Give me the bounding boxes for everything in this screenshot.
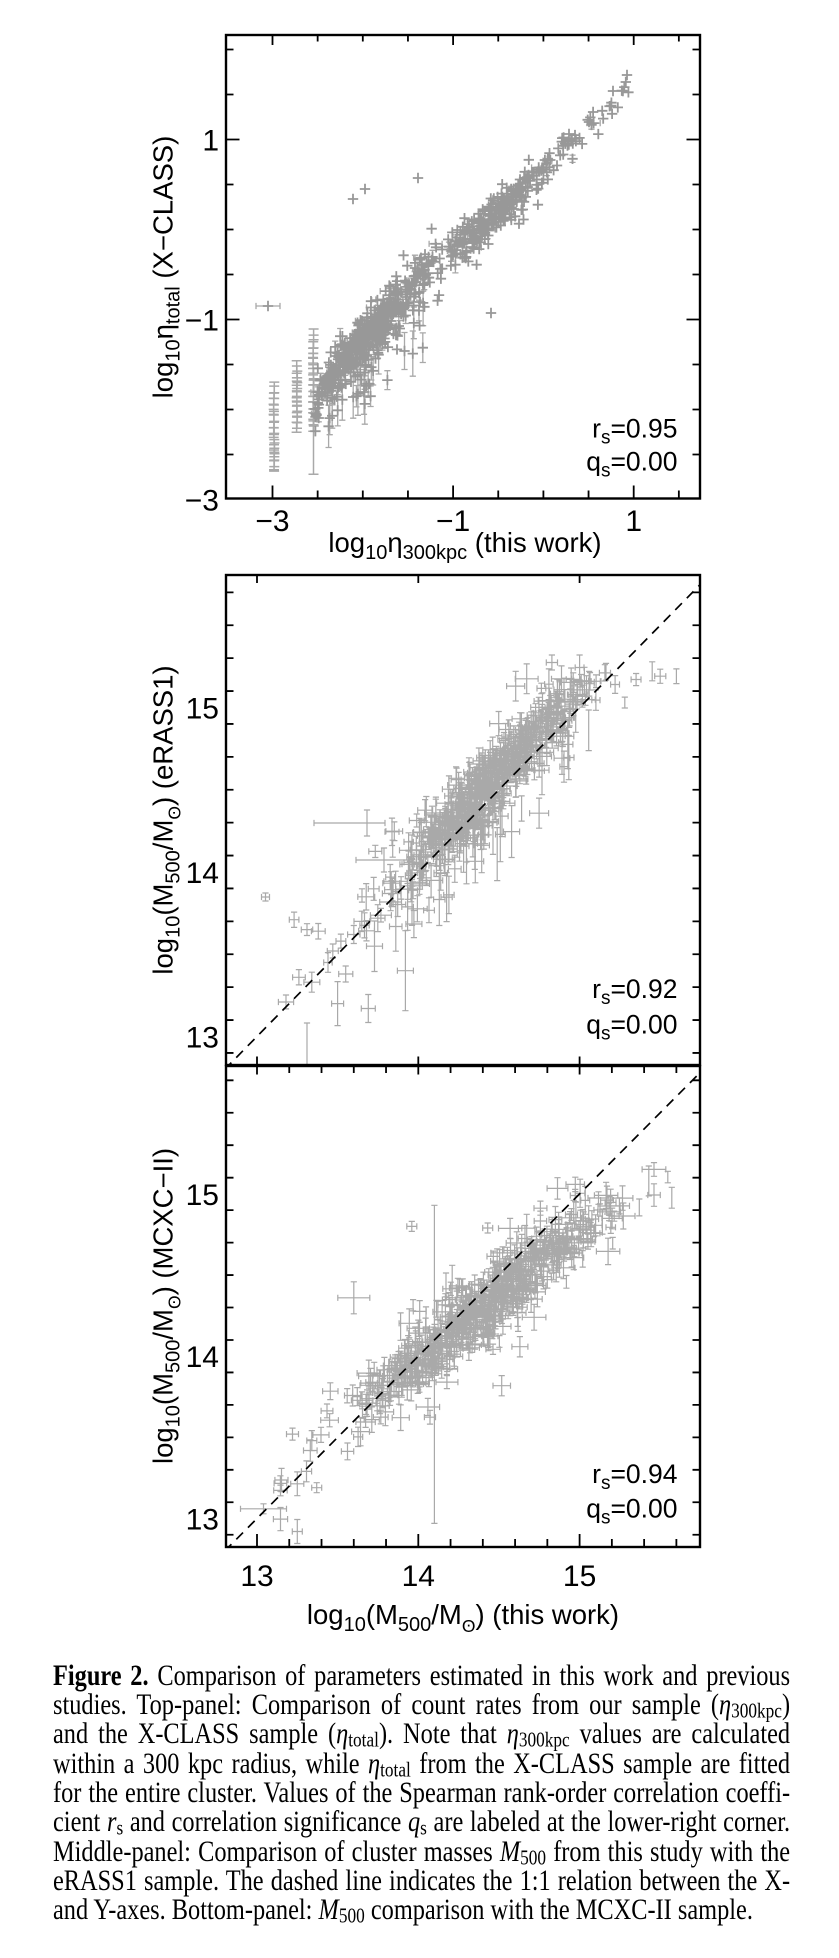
svg-text:13: 13 xyxy=(186,1504,219,1537)
svg-text:15: 15 xyxy=(186,693,219,726)
svg-text:log10ηtotal (X−CLASS): log10ηtotal (X−CLASS) xyxy=(148,136,185,399)
svg-text:14: 14 xyxy=(186,857,219,890)
svg-text:log10(M500/Mʘ) (MCXC−II): log10(M500/Mʘ) (MCXC−II) xyxy=(148,1148,185,1464)
svg-text:14: 14 xyxy=(186,1341,219,1374)
svg-text:15: 15 xyxy=(186,1179,219,1212)
svg-text:13: 13 xyxy=(240,1560,273,1593)
svg-text:15: 15 xyxy=(563,1560,596,1593)
svg-text:−1: −1 xyxy=(436,505,470,538)
svg-text:−3: −3 xyxy=(255,505,289,538)
svg-text:qs=0.00: qs=0.00 xyxy=(586,446,677,481)
svg-text:log10(M500/Mʘ) (this work): log10(M500/Mʘ) (this work) xyxy=(307,1599,619,1636)
svg-text:14: 14 xyxy=(402,1560,435,1593)
svg-text:log10η300kpc (this work): log10η300kpc (this work) xyxy=(328,527,601,564)
svg-text:qs=0.00: qs=0.00 xyxy=(586,1010,677,1045)
svg-text:13: 13 xyxy=(186,1022,219,1055)
svg-text:1: 1 xyxy=(625,505,642,538)
svg-text:−3: −3 xyxy=(185,485,219,518)
svg-text:rs=0.92: rs=0.92 xyxy=(592,974,677,1009)
svg-text:1: 1 xyxy=(202,125,219,158)
svg-text:qs=0.00: qs=0.00 xyxy=(586,1494,677,1529)
svg-text:−1: −1 xyxy=(185,305,219,338)
svg-text:log10(M500/Mʘ) (eRASS1): log10(M500/Mʘ) (eRASS1) xyxy=(148,665,185,974)
